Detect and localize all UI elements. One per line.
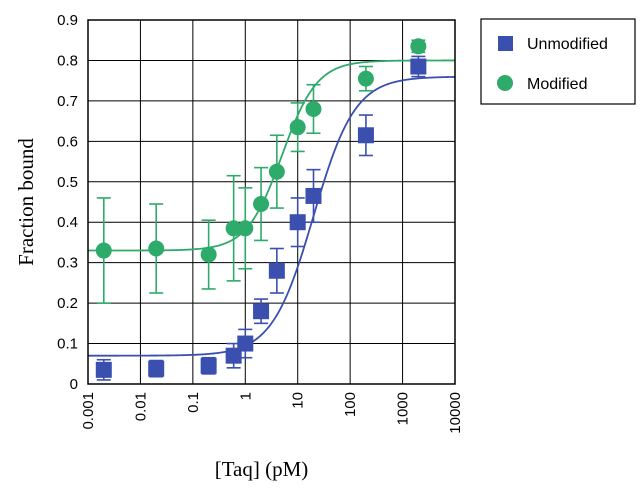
data-point-modified	[253, 196, 270, 213]
x-tick-label: 0.1	[185, 392, 202, 413]
data-point-modified	[357, 70, 374, 87]
y-tick-label: 0.7	[57, 93, 78, 110]
plot-frame	[87, 19, 456, 385]
data-point-modified	[225, 220, 242, 237]
y-tick-labels: 0 0.1 0.2 0.3 0.4 0.5 0.6 0.7 0.8 0.9	[57, 12, 78, 393]
data-point-unmodified	[237, 335, 254, 352]
y-axis-label: Fraction bound	[14, 138, 38, 266]
data-point-unmodified	[200, 357, 217, 374]
data-point-unmodified	[95, 361, 112, 378]
data-point-unmodified	[357, 127, 374, 144]
x-axis-label: [Taq] (pM)	[215, 457, 309, 481]
legend-label-unmodified: Unmodified	[527, 36, 608, 53]
data-point-unmodified	[253, 303, 270, 320]
legend: Unmodified Modified	[480, 18, 636, 105]
x-tick-label: 10000	[447, 392, 464, 434]
data-markers	[95, 38, 427, 378]
y-tick-label: 0	[70, 376, 78, 393]
data-point-modified	[200, 246, 217, 263]
x-tick-label: 0.01	[132, 392, 149, 421]
data-point-modified	[305, 100, 322, 117]
x-tick-label: 1000	[395, 392, 412, 425]
legend-marker-unmodified	[498, 36, 513, 51]
fit-curve-unmodified	[88, 76, 456, 357]
data-point-unmodified	[289, 214, 306, 231]
data-point-unmodified	[268, 262, 285, 279]
data-point-modified	[95, 242, 112, 259]
y-tick-label: 0.2	[57, 295, 78, 312]
data-point-modified	[148, 240, 165, 257]
y-tick-label: 0.6	[57, 133, 78, 150]
y-tick-label: 0.3	[57, 255, 78, 272]
legend-marker-modified	[497, 75, 513, 91]
y-tick-label: 0.4	[57, 214, 78, 231]
x-tick-label: 0.001	[80, 392, 97, 430]
data-point-modified	[237, 220, 254, 237]
grid-lines	[88, 20, 455, 384]
y-tick-label: 0.9	[57, 12, 78, 29]
y-tick-label: 0.8	[57, 52, 78, 69]
y-tick-label: 0.1	[57, 336, 78, 353]
x-tick-label: 1	[237, 392, 254, 400]
x-tick-labels: 0.001 0.01 0.1 1 10 100 1000 10000	[80, 392, 464, 434]
y-tick-label: 0.5	[57, 174, 78, 191]
legend-label-modified: Modified	[527, 76, 587, 93]
data-point-unmodified	[305, 187, 322, 204]
data-point-unmodified	[410, 58, 427, 75]
data-point-unmodified	[225, 347, 242, 364]
data-point-modified	[289, 119, 306, 136]
data-point-modified	[410, 38, 427, 55]
x-tick-label: 100	[342, 392, 359, 417]
data-point-unmodified	[148, 360, 165, 377]
data-point-modified	[268, 163, 285, 180]
x-tick-label: 10	[290, 392, 307, 409]
